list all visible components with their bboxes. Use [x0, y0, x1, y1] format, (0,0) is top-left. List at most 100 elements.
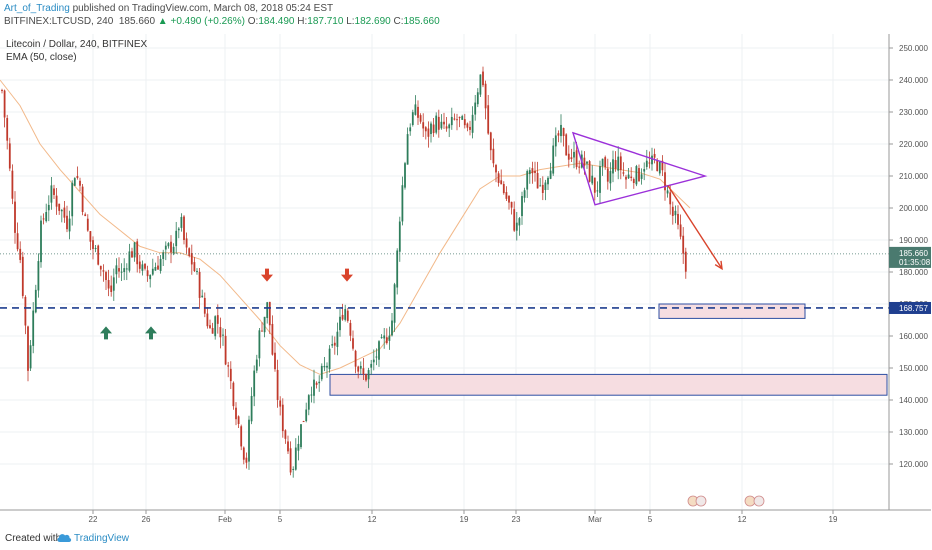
candle-body — [271, 323, 274, 355]
candle-body — [211, 328, 214, 334]
candle-body — [63, 207, 66, 218]
candle-body — [679, 224, 682, 237]
symmetrical-triangle — [571, 131, 708, 206]
published-text: published on TradingView.com, March 08, … — [72, 3, 334, 14]
candle-body — [216, 315, 219, 324]
candle-body — [258, 330, 261, 359]
candle-body — [305, 409, 308, 422]
y-tick-label: 200.000 — [899, 204, 928, 213]
y-tick-label: 240.000 — [899, 76, 928, 85]
candle-body — [89, 231, 92, 242]
candle-body — [471, 114, 474, 133]
candles — [1, 66, 687, 478]
candle-body — [664, 172, 666, 191]
candle-body — [190, 253, 193, 265]
candle-body — [656, 160, 659, 172]
candle-body — [209, 325, 211, 328]
candle-body — [588, 161, 591, 182]
created-with-text: Created with — [5, 533, 62, 544]
candle-body — [19, 248, 22, 260]
candle-body — [586, 161, 588, 164]
candle-body — [362, 368, 365, 375]
candle-body — [177, 228, 180, 231]
price-chart[interactable]: 120.000130.000140.000150.000160.000170.0… — [0, 34, 931, 524]
x-tick-label: Mar — [588, 515, 602, 524]
author-link[interactable]: Art_of_Trading — [4, 3, 70, 14]
event-markers[interactable] — [687, 495, 765, 507]
candle-body — [318, 381, 321, 384]
ticker: BITFINEX:LTCUSD, 240 — [4, 16, 114, 27]
candle-body — [648, 162, 651, 164]
candle-body — [380, 337, 383, 339]
candle-body — [302, 421, 305, 423]
candle-body — [138, 261, 141, 269]
time-axis[interactable]: 22 26 Feb 5 12 19 23 Mar 5 12 19 — [89, 510, 838, 524]
y-tick-label: 230.000 — [899, 108, 928, 117]
candle-body — [573, 151, 575, 158]
candle-body — [37, 261, 40, 291]
arrow-up-marker — [100, 326, 112, 340]
chart-background — [0, 34, 931, 524]
candle-body — [404, 163, 406, 188]
candle-body — [105, 272, 107, 280]
candle-body — [287, 441, 289, 452]
candle-body — [466, 123, 469, 128]
candle-body — [552, 145, 555, 174]
candle-body — [144, 263, 146, 269]
candle-body — [201, 295, 204, 298]
candle-body — [237, 416, 240, 424]
candle-body — [193, 262, 196, 272]
event-flag-icon — [753, 495, 765, 507]
candle-body — [313, 379, 315, 396]
candle-body — [188, 248, 191, 256]
candle-body — [219, 327, 222, 338]
arrow-down-marker — [341, 268, 353, 282]
candle-body — [549, 170, 552, 179]
candle-body — [248, 419, 250, 462]
candle-body — [383, 335, 386, 339]
candle-body — [565, 134, 568, 156]
candle-body — [266, 302, 269, 318]
candle-body — [300, 424, 302, 448]
candle-body — [450, 116, 453, 126]
y-tick-label: 210.000 — [899, 172, 928, 181]
ema-polyline — [0, 79, 691, 375]
candle-body — [617, 156, 620, 171]
candle-body — [245, 457, 248, 463]
candle-body — [71, 182, 74, 217]
publish-line: Art_of_Trading published on TradingView.… — [4, 3, 333, 14]
candle-body — [476, 92, 479, 105]
candle-body — [435, 115, 438, 133]
current-price-label: 185.660 — [899, 249, 928, 258]
candle-body — [55, 195, 58, 207]
candle-body — [627, 174, 630, 179]
chart-frame[interactable]: 120.000130.000140.000150.000160.000170.0… — [0, 34, 931, 524]
candle-body — [635, 166, 638, 185]
candle-body — [81, 186, 84, 212]
candle-body — [632, 179, 635, 183]
support-zone-upper — [658, 303, 806, 319]
candle-body — [591, 175, 594, 184]
candle-body — [432, 124, 435, 134]
last-price: 185.660 — [118, 16, 156, 27]
candle-body — [128, 251, 131, 271]
candle-body — [609, 170, 612, 184]
candle-body — [333, 342, 336, 346]
candle-body — [411, 112, 414, 125]
candle-body — [14, 201, 16, 233]
high-value: 187.710 — [307, 16, 344, 27]
candle-body — [456, 119, 458, 121]
candle-body — [66, 215, 68, 230]
tradingview-brand[interactable]: TradingView — [74, 533, 130, 544]
candle-body — [388, 335, 391, 341]
candle-body — [58, 203, 61, 211]
candle-body — [331, 344, 334, 346]
candle-body — [60, 209, 63, 212]
candle-body — [240, 426, 243, 447]
candle-body — [502, 184, 505, 194]
candle-body — [601, 158, 604, 167]
candle-body — [684, 251, 687, 272]
candle-body — [357, 366, 360, 372]
candle-body — [518, 218, 521, 226]
candle-body — [606, 168, 609, 182]
